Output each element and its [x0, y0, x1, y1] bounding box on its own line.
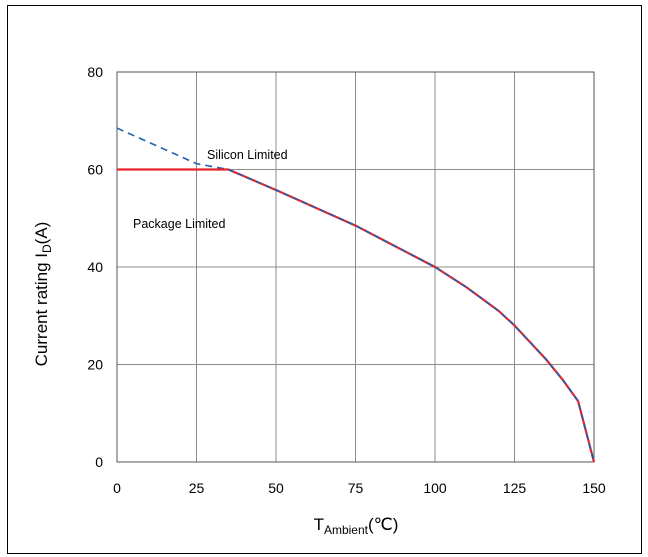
annotation-silicon-limited: Silicon Limited — [207, 148, 288, 162]
x-axis-title: TAmbient(℃) — [314, 515, 399, 537]
y-tick-label: 60 — [87, 162, 103, 178]
x-tick-label: 125 — [503, 480, 527, 496]
annotation-package-limited: Package Limited — [133, 217, 225, 231]
y-tick-label: 0 — [95, 454, 103, 470]
y-tick-label: 40 — [87, 259, 103, 275]
y-tick-label: 80 — [87, 64, 103, 80]
x-tick-label: 50 — [268, 480, 284, 496]
x-tick-label: 0 — [113, 480, 121, 496]
tick-labels: 0 25 50 75 100 125 150 0 20 40 60 80 — [87, 64, 605, 496]
chart-frame — [7, 5, 642, 554]
series-layer — [116, 127, 596, 463]
silicon-limited-dashed-line — [116, 127, 229, 171]
x-tick-label: 75 — [348, 480, 364, 496]
y-tick-label: 20 — [87, 357, 103, 373]
x-tick-label: 150 — [582, 480, 606, 496]
x-tick-label: 100 — [423, 480, 447, 496]
y-axis-title: Current rating ID(A) — [32, 222, 54, 367]
grid — [116, 71, 595, 463]
x-tick-label: 25 — [189, 480, 205, 496]
silicon-limited-line — [227, 168, 595, 463]
plot-area-border — [116, 71, 595, 463]
